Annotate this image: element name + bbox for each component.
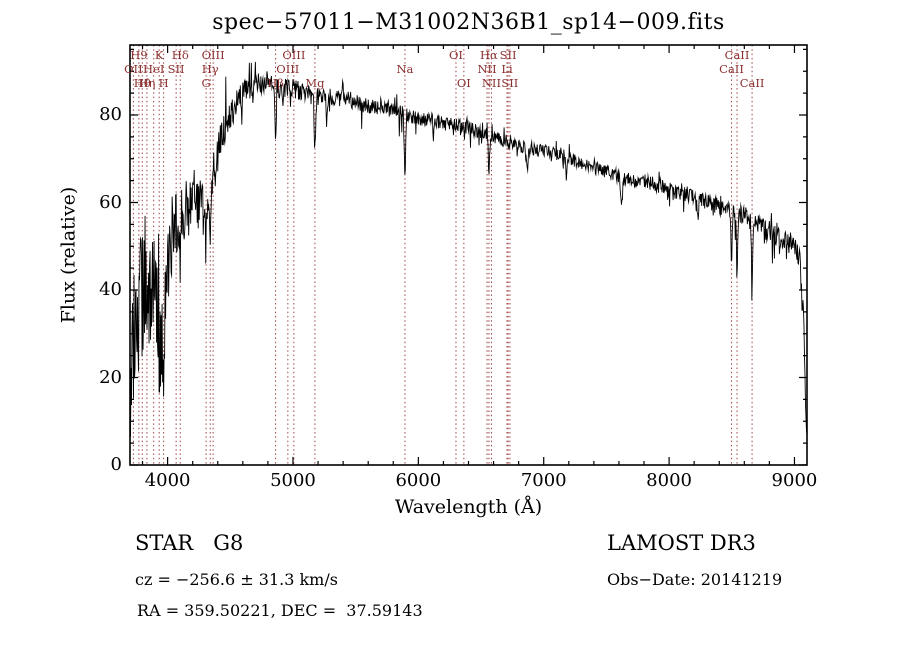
- y-tick-label: 20: [99, 366, 122, 388]
- spectral-line-label: CaII: [719, 62, 744, 76]
- x-axis-label: Wavelength (Å): [394, 496, 543, 518]
- x-tick-label: 7000: [520, 470, 567, 491]
- spectral-line-label: Mg: [305, 76, 325, 90]
- x-tick-label: 6000: [395, 470, 442, 491]
- spectral-line-label: SII: [501, 76, 519, 90]
- spectral-line-label: OI: [448, 48, 463, 62]
- spectral-line-label: Na: [396, 62, 414, 76]
- obs-date-text: Obs−Date: 20141219: [607, 570, 783, 589]
- spectral-line-label: Hη: [138, 76, 156, 90]
- x-tick-label: 9000: [771, 470, 818, 491]
- object-class-text: STAR G8: [135, 531, 244, 555]
- spectral-line-label: H9: [130, 48, 148, 62]
- x-tick-label: 5000: [270, 470, 316, 491]
- y-tick-label: 40: [99, 279, 122, 300]
- spectral-line-label: NII: [481, 76, 502, 90]
- survey-text: LAMOST DR3: [607, 531, 756, 555]
- y-tick-label: 0: [110, 454, 122, 475]
- spectral-line-label: Hα: [480, 48, 498, 62]
- spectral-line-label: OIII: [276, 62, 300, 76]
- spectral-line-label: H: [158, 76, 169, 90]
- spectral-line-label: OIII: [201, 48, 225, 62]
- spectral-line-label: Hγ: [201, 62, 219, 76]
- spectral-line-label: NII: [477, 62, 497, 76]
- spectral-line-label: OI: [456, 76, 471, 90]
- spectral-line-label: OIII: [282, 48, 306, 62]
- spectral-line-label: CaII: [739, 76, 765, 90]
- y-tick-label: 80: [99, 104, 122, 125]
- spectral-line-label: SII: [499, 48, 517, 62]
- spectral-line-label: Li: [501, 62, 513, 76]
- spectral-line-label: K: [154, 48, 164, 62]
- plot-title: spec−57011−M31002N36B1_sp14−009.fits: [212, 10, 725, 35]
- cz-text: cz = −256.6 ± 31.3 km/s: [135, 570, 338, 589]
- spectral-line-label: OII: [124, 62, 143, 76]
- spectral-line-label: SII: [167, 62, 185, 76]
- coords-text: RA = 359.50221, DEC = 37.59143: [137, 601, 423, 620]
- spectral-line-label: CaII: [724, 48, 750, 62]
- spectral-line-label: Hβ: [267, 76, 284, 90]
- spectral-line-label: Hθ: [133, 76, 151, 90]
- spectral-line-label: G: [201, 76, 211, 90]
- x-tick-label: 4000: [144, 470, 191, 491]
- x-tick-label: 8000: [646, 470, 692, 491]
- spectral-line-label: HeI: [142, 62, 165, 76]
- spectral-line-label: Hδ: [171, 48, 189, 62]
- y-tick-label: 60: [99, 191, 122, 213]
